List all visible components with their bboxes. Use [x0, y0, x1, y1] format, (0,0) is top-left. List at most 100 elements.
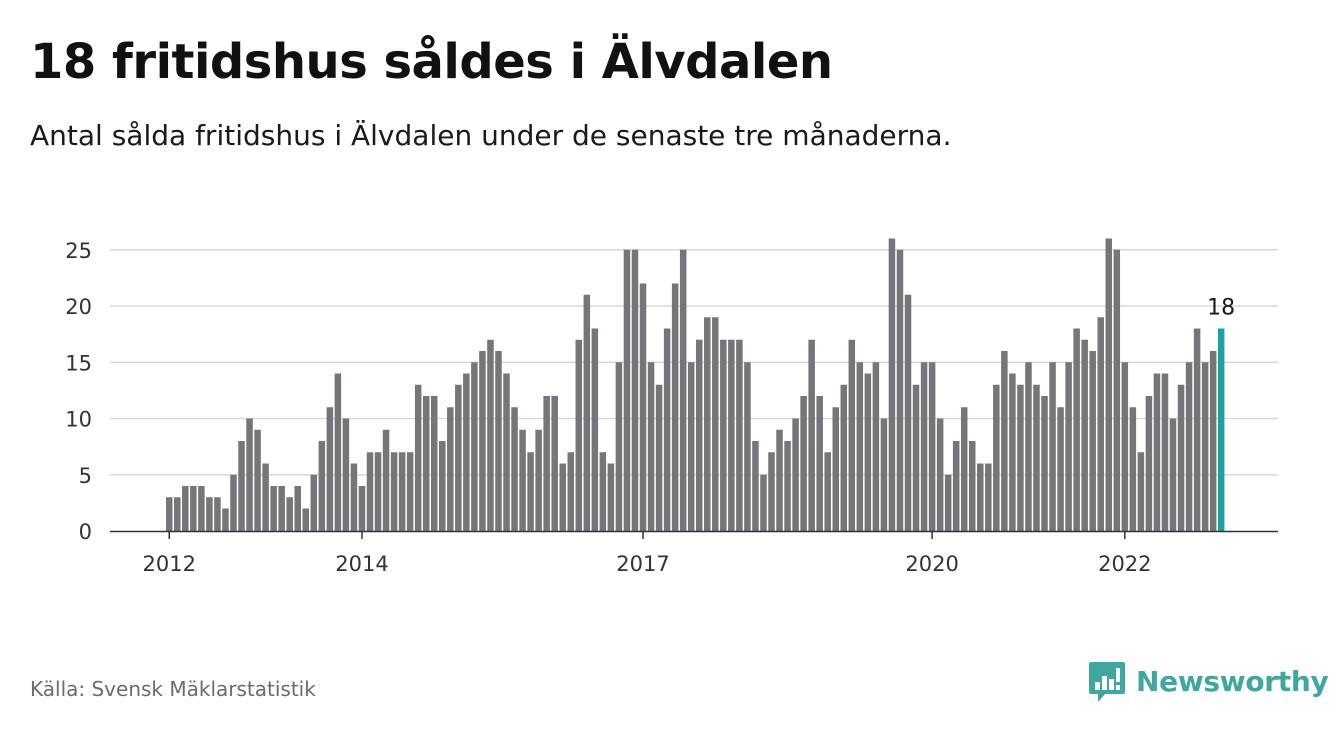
bar — [294, 486, 301, 531]
y-tick-label: 10 — [65, 408, 92, 432]
page-subtitle: Antal sålda fritidshus i Älvdalen under … — [30, 119, 952, 152]
bar — [382, 429, 390, 531]
bar — [318, 441, 326, 531]
bar — [880, 418, 888, 531]
bar — [238, 441, 245, 531]
bar — [439, 441, 446, 531]
bar — [414, 384, 422, 531]
logo-dot — [1116, 685, 1120, 690]
bar — [1169, 418, 1177, 531]
bar — [864, 373, 872, 531]
bar — [358, 486, 366, 531]
data-label-last: 18 — [1207, 296, 1235, 321]
y-axis-ticks: 0 5 10 15 20 25 — [65, 239, 92, 544]
bar — [246, 418, 253, 531]
bar — [784, 441, 791, 531]
bar — [206, 497, 213, 531]
bar — [687, 362, 695, 531]
bar — [430, 396, 438, 531]
bar — [455, 384, 462, 531]
bar — [190, 486, 197, 531]
bar — [1041, 396, 1048, 531]
bar — [1057, 407, 1064, 531]
bar — [607, 463, 615, 531]
brand-name: Newsworthy — [1136, 665, 1329, 698]
bar — [760, 474, 767, 531]
data-labels: 18 — [1207, 296, 1235, 321]
bar — [920, 362, 928, 531]
newsworthy-logo-icon — [1089, 662, 1125, 702]
logo-bar-2 — [1102, 676, 1107, 690]
bar — [543, 396, 550, 531]
bar — [985, 463, 992, 531]
bar — [720, 339, 727, 531]
bar — [366, 452, 374, 531]
x-axis-ticks: 2012 2014 2017 2020 2022 — [143, 532, 1152, 576]
bar — [567, 452, 574, 531]
brand[interactable]: Newsworthy — [1088, 660, 1329, 704]
bar — [463, 373, 470, 531]
page-title: 18 fritidshus såldes i Älvdalen — [30, 34, 833, 90]
bar — [1177, 384, 1185, 531]
bar — [1033, 384, 1040, 531]
bar — [776, 429, 783, 531]
bar — [655, 384, 663, 531]
bar — [270, 486, 277, 531]
bar — [302, 508, 310, 531]
bar — [768, 452, 775, 531]
y-tick-label: 15 — [65, 351, 92, 375]
bar — [1025, 362, 1032, 531]
bar — [615, 362, 623, 531]
bar — [262, 463, 269, 531]
bar — [1113, 249, 1121, 531]
bar — [214, 497, 221, 531]
bar — [398, 452, 406, 531]
bar — [174, 497, 181, 531]
x-tick-label: 2020 — [905, 552, 958, 576]
bar — [1153, 373, 1161, 531]
y-tick-label: 20 — [65, 295, 92, 319]
bar — [1081, 339, 1088, 531]
logo-bar-1 — [1095, 682, 1100, 690]
bar — [856, 362, 864, 531]
bar — [712, 317, 719, 531]
bar — [944, 474, 952, 531]
bar — [583, 294, 591, 531]
bar — [278, 486, 285, 531]
bar — [535, 429, 542, 531]
bar — [1185, 362, 1193, 531]
bar — [222, 508, 229, 531]
bar — [1009, 373, 1016, 531]
logo-bar-3 — [1109, 679, 1114, 690]
bar — [848, 339, 856, 531]
bar — [479, 351, 486, 531]
bar — [1001, 351, 1008, 531]
bar — [977, 463, 984, 531]
bar — [671, 283, 679, 531]
bar — [230, 474, 237, 531]
bar — [1129, 407, 1137, 531]
bar — [342, 418, 350, 531]
bar — [904, 294, 912, 531]
bar — [1209, 351, 1217, 531]
bar — [198, 486, 205, 531]
x-tick-label: 2022 — [1098, 552, 1151, 576]
bar — [896, 249, 904, 531]
bar — [993, 384, 1000, 531]
bar — [744, 362, 751, 531]
bar — [679, 249, 687, 531]
bar — [808, 339, 815, 531]
bar — [286, 497, 293, 531]
source-note: Källa: Svensk Mäklarstatistik — [30, 677, 316, 701]
bar — [631, 249, 639, 531]
bar — [1121, 362, 1129, 531]
bar — [736, 339, 743, 531]
bar — [840, 384, 848, 531]
bar — [334, 373, 342, 531]
bar — [936, 418, 944, 531]
bar — [559, 463, 566, 531]
bar — [350, 463, 358, 531]
bar — [1089, 351, 1096, 531]
y-tick-label: 0 — [79, 520, 92, 544]
